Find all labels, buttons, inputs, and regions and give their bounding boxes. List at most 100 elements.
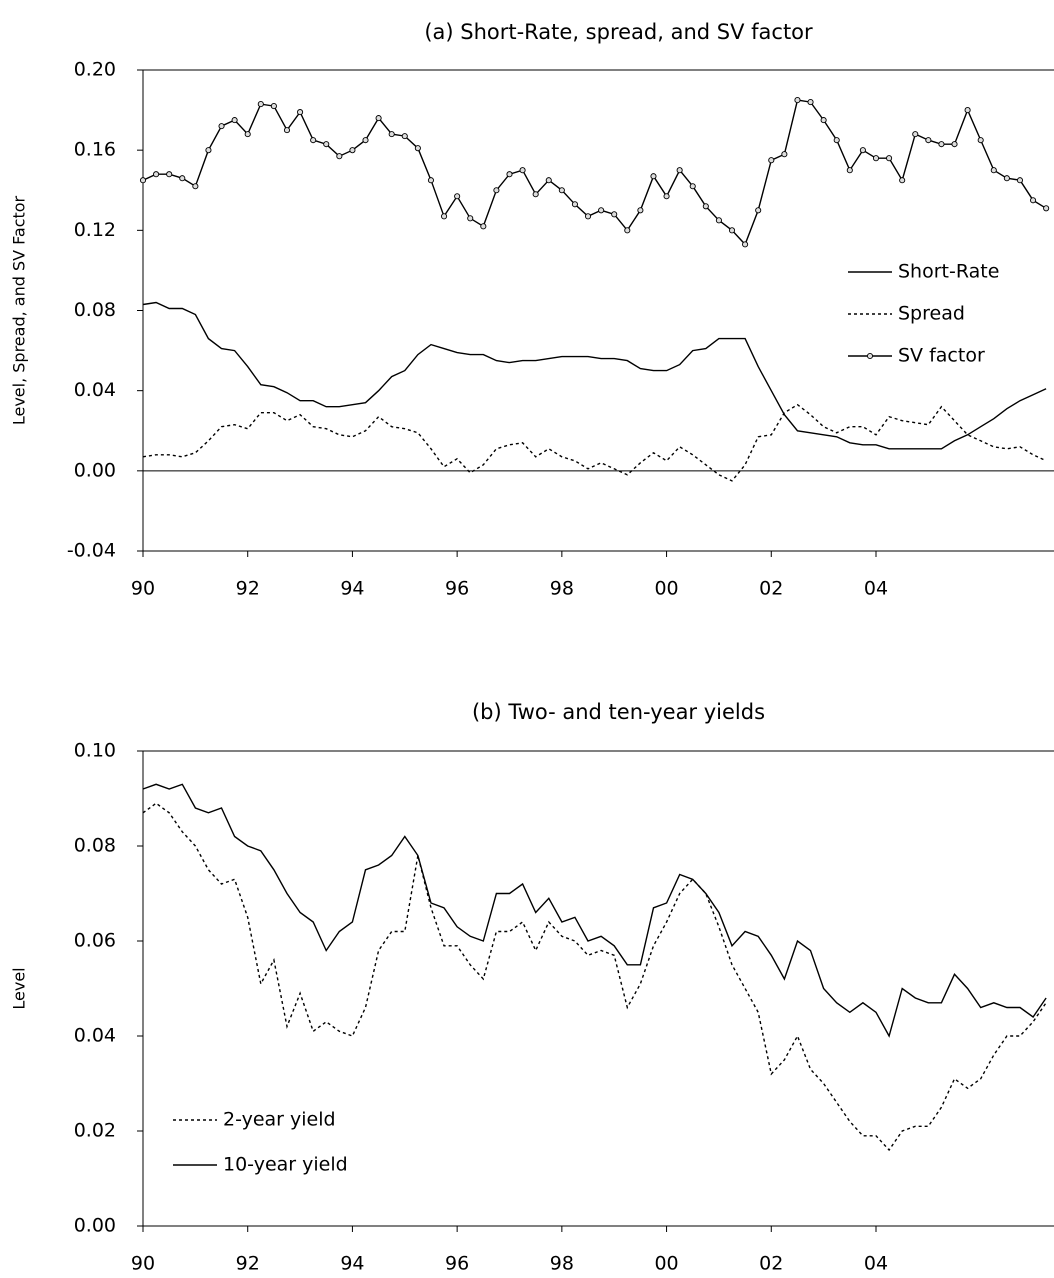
x-tick-label: 02	[759, 1253, 783, 1275]
series-marker	[297, 109, 304, 116]
series-marker	[257, 101, 264, 108]
series-marker	[768, 157, 775, 164]
series-line	[142, 802, 1047, 1152]
series-marker	[283, 127, 291, 134]
legend-label: SV factor	[898, 345, 985, 367]
series-marker	[532, 191, 539, 198]
x-tick-label: 98	[550, 578, 574, 600]
series-marker	[205, 147, 212, 154]
legend-label: Short-Rate	[898, 261, 999, 283]
y-axis-label: Level, Spread, and SV Factor	[10, 195, 29, 425]
series-marker	[427, 177, 435, 184]
x-tick-label: 98	[550, 1253, 574, 1275]
series-marker	[689, 183, 696, 190]
series-marker	[192, 183, 199, 190]
series-marker	[598, 207, 605, 214]
series-marker	[153, 171, 160, 178]
y-tick-label: 0.04	[74, 1025, 116, 1047]
x-tick-label: 92	[236, 1253, 260, 1275]
x-tick-label: 04	[864, 578, 888, 600]
series-marker	[414, 145, 421, 152]
series-marker	[467, 215, 474, 222]
series-marker	[637, 207, 644, 214]
series-marker	[270, 103, 277, 110]
series-marker	[1030, 197, 1037, 204]
series-marker	[571, 201, 578, 208]
series-marker	[1043, 205, 1050, 212]
series-marker	[794, 97, 801, 104]
series-line	[142, 99, 1047, 246]
series-marker	[166, 171, 173, 178]
series-marker	[899, 177, 906, 184]
legend-label: 2-year yield	[223, 1109, 336, 1131]
series-marker	[820, 117, 827, 124]
legend-label: 10-year yield	[223, 1154, 348, 1176]
series-marker	[362, 137, 369, 144]
series-marker	[964, 107, 971, 114]
x-tick-label: 96	[445, 1253, 469, 1275]
series-marker	[375, 115, 382, 122]
series-marker	[755, 207, 762, 214]
x-tick-label: 90	[131, 578, 155, 600]
x-tick-label: 92	[236, 578, 260, 600]
series-marker	[807, 99, 814, 106]
series-marker	[558, 187, 565, 194]
series-marker	[781, 151, 788, 158]
x-tick-label: 04	[864, 1253, 888, 1275]
series-line	[142, 403, 1047, 482]
series-marker	[584, 213, 592, 220]
series-marker	[454, 193, 461, 200]
series-marker	[401, 133, 408, 140]
y-tick-label: 0.10	[74, 740, 116, 762]
series-marker	[951, 141, 958, 148]
series-marker	[663, 193, 670, 200]
x-tick-label: 94	[340, 578, 364, 600]
y-tick-label: 0.00	[74, 459, 116, 481]
legend-label: Spread	[898, 303, 965, 325]
series-marker	[506, 171, 513, 178]
series-marker	[624, 227, 631, 234]
y-tick-label: 0.08	[74, 835, 116, 857]
series-marker	[833, 137, 840, 144]
x-tick-label: 96	[445, 578, 469, 600]
series-marker	[977, 137, 984, 144]
series-marker	[244, 131, 251, 138]
series-marker	[545, 177, 552, 184]
series-marker	[388, 131, 395, 138]
x-tick-label: 90	[131, 1253, 155, 1275]
series-marker	[886, 155, 893, 162]
x-tick-label: 00	[654, 1253, 678, 1275]
series-marker	[139, 177, 147, 184]
series-marker	[912, 131, 919, 138]
series-marker	[728, 227, 736, 234]
series-marker	[349, 147, 356, 154]
series-marker	[872, 155, 880, 162]
y-tick-label: 0.16	[74, 139, 116, 161]
y-axis-label: Level	[10, 967, 29, 1009]
y-tick-label: 0.02	[74, 1120, 116, 1142]
y-tick-label: -0.04	[67, 540, 116, 562]
series-marker	[519, 167, 526, 174]
legend-marker	[866, 352, 874, 360]
series-marker	[859, 147, 866, 154]
series-marker	[310, 137, 317, 144]
chart-title: (b) Two- and ten-year yields	[472, 700, 765, 724]
series-marker	[742, 241, 749, 248]
series-marker	[925, 137, 932, 144]
series-marker	[715, 217, 722, 224]
x-tick-label: 02	[759, 578, 783, 600]
x-tick-label: 94	[340, 1253, 364, 1275]
series-marker	[1003, 175, 1010, 182]
series-marker	[440, 213, 448, 220]
series-marker	[218, 123, 225, 130]
series-line	[142, 301, 1047, 450]
series-marker	[179, 175, 186, 182]
y-tick-label: 0.04	[74, 379, 116, 401]
series-marker	[1016, 177, 1024, 184]
series-marker	[231, 117, 238, 124]
series-marker	[846, 167, 853, 174]
series-marker	[323, 141, 330, 148]
series-line	[142, 783, 1047, 1038]
series-marker	[611, 211, 618, 218]
